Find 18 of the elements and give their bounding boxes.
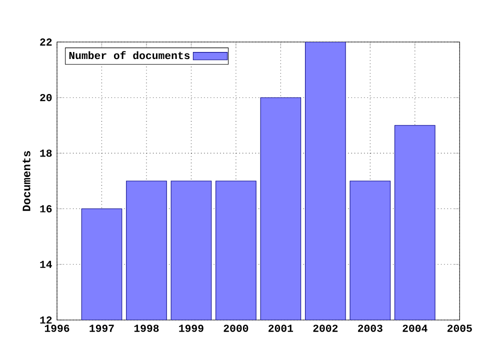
y-tick-label: 16 — [40, 205, 52, 212]
x-tick-label: 2005 — [447, 324, 472, 332]
y-tick-label: 18 — [40, 150, 52, 157]
x-tick-label: 1998 — [134, 324, 159, 332]
legend-label: Number of documents — [69, 51, 190, 60]
x-tick-label: 2001 — [268, 324, 294, 332]
x-tick-label: 2002 — [313, 324, 338, 332]
x-tick-label: 2004 — [402, 324, 428, 332]
x-tick-label: 1999 — [179, 324, 204, 332]
x-tick-label: 1996 — [44, 324, 70, 332]
x-tick-label: 2003 — [358, 324, 382, 332]
x-tick-label: 1997 — [90, 324, 114, 332]
y-tick-label: 22 — [40, 38, 52, 46]
y-tick-label: 14 — [40, 260, 52, 268]
y-axis-title: Documents — [22, 151, 30, 211]
x-tick-label: 2000 — [224, 324, 248, 332]
y-tick-label: 12 — [40, 316, 52, 324]
y-tick-label: 20 — [40, 94, 52, 102]
